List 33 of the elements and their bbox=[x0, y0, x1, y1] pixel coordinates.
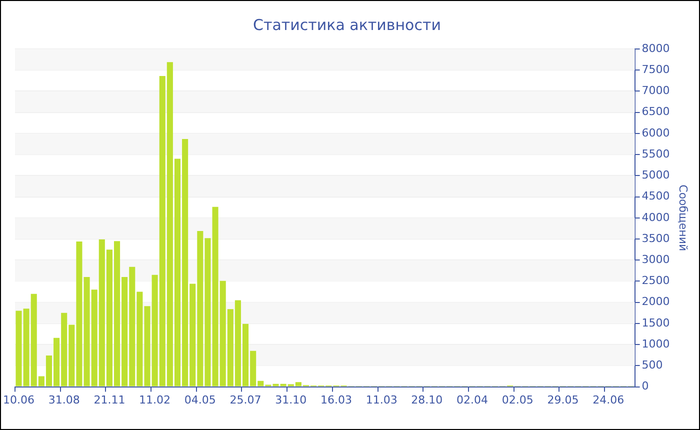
x-tick-label: 24.06 bbox=[592, 393, 624, 406]
y-tick-label: 2500 bbox=[642, 274, 670, 288]
chart-title: Статистика активности bbox=[253, 16, 441, 34]
x-tick-label: 31.08 bbox=[48, 393, 80, 406]
y-tick-label: 1000 bbox=[642, 337, 670, 350]
y-tick-label: 7000 bbox=[642, 84, 670, 98]
y-tick-label: 3000 bbox=[642, 252, 670, 266]
y-tick-label: 6500 bbox=[642, 105, 670, 118]
x-tick-label: 02.04 bbox=[456, 393, 488, 406]
y-tick-label: 3500 bbox=[642, 232, 670, 245]
y-axis-title: Сообщений bbox=[676, 184, 690, 252]
x-tick-label: 11.03 bbox=[366, 393, 398, 406]
y-tick-label: 0 bbox=[642, 380, 649, 393]
y-tick-label: 7500 bbox=[642, 62, 670, 76]
y-tick-label: 8000 bbox=[642, 42, 670, 55]
x-tick-label: 31.10 bbox=[275, 393, 307, 406]
y-tick-label: 2000 bbox=[642, 295, 670, 308]
y-tick-label: 6000 bbox=[642, 126, 670, 140]
x-tick-label: 04.05 bbox=[184, 393, 216, 406]
y-tick-label: 5500 bbox=[642, 147, 670, 160]
y-tick-label: 5000 bbox=[642, 168, 670, 182]
x-tick-label: 02.05 bbox=[502, 393, 534, 406]
y-tick-label: 1500 bbox=[642, 316, 670, 330]
x-tick-label: 21.11 bbox=[94, 393, 126, 406]
x-tick-label: 10.06 bbox=[2, 393, 34, 406]
x-tick-label: 28.10 bbox=[411, 393, 443, 406]
y-tick-label: 500 bbox=[642, 358, 663, 372]
y-tick-label: 4500 bbox=[642, 190, 670, 203]
x-tick-label: 16.03 bbox=[320, 393, 352, 406]
x-tick-label: 29.05 bbox=[547, 393, 579, 406]
x-tick-label: 11.02 bbox=[139, 393, 171, 406]
y-tick-label: 4000 bbox=[642, 210, 670, 224]
x-tick-label: 25.07 bbox=[230, 393, 262, 406]
